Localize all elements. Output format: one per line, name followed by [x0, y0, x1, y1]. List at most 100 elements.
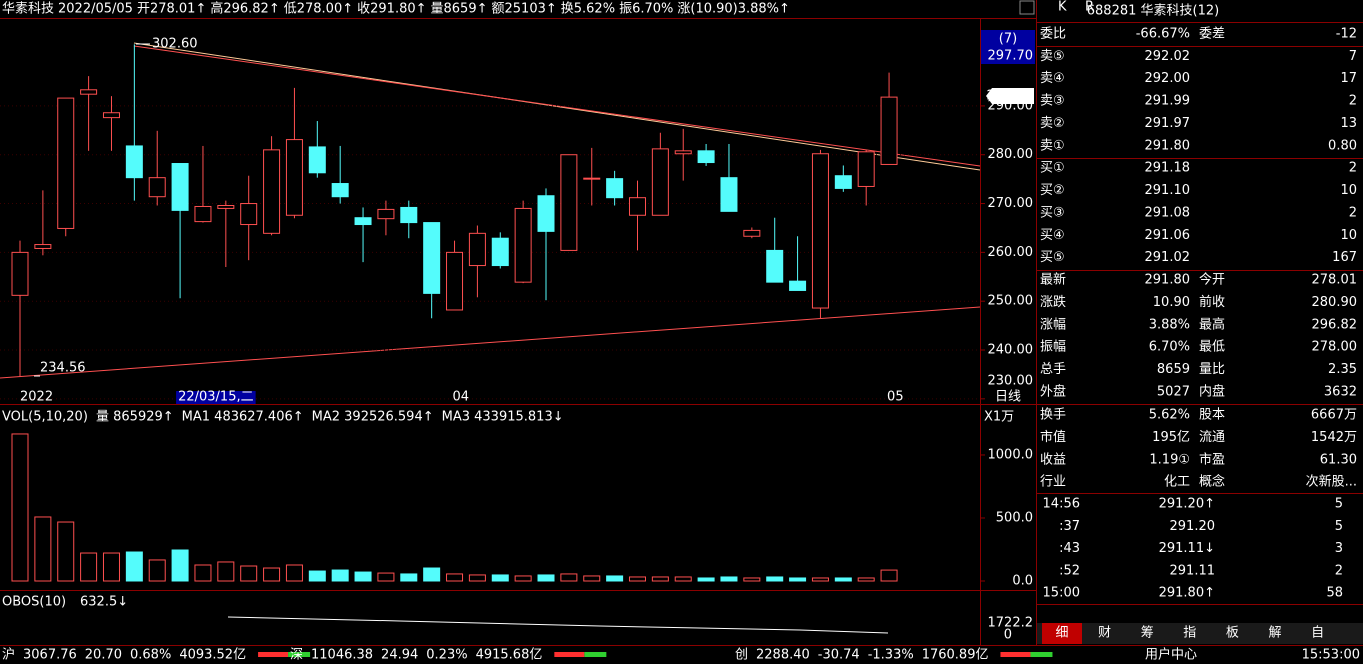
- tab[interactable]: 财: [1098, 626, 1111, 641]
- volume-bar: [606, 575, 624, 582]
- candle-body: [720, 177, 738, 212]
- volume-bar: [583, 575, 601, 582]
- candle-body: [468, 232, 486, 267]
- index-quote: 创: [735, 648, 748, 663]
- index-quote: 0.23%: [426, 648, 467, 663]
- quote-header: 振6.70%: [619, 2, 673, 17]
- quote-cell: 振幅: [1040, 340, 1066, 355]
- index-quote: 沪: [2, 647, 15, 663]
- quote-cell: 买⑤: [1040, 250, 1065, 265]
- candle-body: [217, 205, 235, 209]
- clock: 15:53:00: [1302, 648, 1360, 663]
- icon: K: [1058, 0, 1067, 15]
- quote-cell: 7: [1349, 49, 1357, 64]
- candle-body: [857, 151, 875, 187]
- quote-header: 换5.62%: [561, 2, 615, 17]
- y-tick-label: 270.00: [988, 196, 1034, 211]
- quote-header: 涨(10.90)3.88%↑: [677, 2, 790, 17]
- volume-bar: [125, 551, 143, 582]
- quote-cell: 委比: [1040, 27, 1066, 42]
- volume-bar: [697, 577, 715, 582]
- index-quote: 深: [290, 648, 303, 663]
- index-quote: 11046.38: [311, 648, 373, 663]
- trendline: [0, 306, 981, 379]
- quote-cell: 291.02: [1145, 250, 1191, 265]
- volume-bar: [377, 572, 395, 582]
- info-cell: 次新股...: [1306, 474, 1357, 490]
- quote-cell: 量比: [1199, 362, 1225, 377]
- candle-body: [263, 149, 281, 234]
- index-quote: 4915.68亿: [476, 648, 543, 663]
- cursor-box: [981, 30, 1035, 64]
- volume-bar: [331, 569, 349, 582]
- quote-cell: 买③: [1040, 205, 1065, 220]
- x-tick-label: 22/03/15,二: [178, 390, 254, 405]
- quote-cell: 291.20↑: [1159, 497, 1215, 512]
- volume-legend: MA2 392526.594↑: [312, 410, 434, 425]
- quote-header: 额25103↑: [492, 2, 557, 17]
- candle-body: [514, 207, 532, 283]
- index-quote: 4093.52亿: [179, 648, 246, 663]
- candle-body: [674, 150, 692, 155]
- candle-body: [57, 97, 75, 229]
- x-tick-label: 04: [453, 390, 470, 405]
- volume-bar: [57, 521, 75, 582]
- volume-bar: [674, 576, 692, 582]
- quote-cell: 涨跌: [1040, 294, 1066, 310]
- quote-cell: 买②: [1040, 183, 1065, 198]
- quote-cell: 卖①: [1040, 138, 1065, 153]
- volume-bar: [743, 577, 761, 582]
- tab[interactable]: 筹: [1141, 625, 1154, 641]
- quote-cell: 买①: [1040, 161, 1065, 176]
- volume-bar: [491, 574, 509, 582]
- tab[interactable]: 指: [1183, 626, 1196, 641]
- volume-bar: [560, 573, 578, 582]
- quote-cell: 292.00: [1145, 71, 1191, 86]
- annotation: 234.56: [40, 361, 86, 376]
- tab[interactable]: 细: [1055, 626, 1068, 641]
- candle-body: [651, 148, 669, 216]
- volume-bar: [34, 516, 52, 582]
- quote-cell: 17: [1340, 71, 1357, 86]
- user-center[interactable]: 用户中心: [1145, 647, 1197, 663]
- volume-bar: [834, 577, 852, 582]
- candle-body: [423, 222, 441, 294]
- volume-bar: [217, 561, 235, 582]
- quote-cell: 8659: [1157, 362, 1190, 377]
- tab[interactable]: 板: [1226, 626, 1239, 641]
- info-cell: 收益: [1040, 452, 1066, 467]
- volume-bar: [285, 564, 303, 582]
- volume-bar: [80, 552, 98, 582]
- y-tick-label: 230.00: [988, 374, 1034, 389]
- quote-cell: 291.08: [1145, 205, 1191, 220]
- tab[interactable]: 解: [1268, 626, 1281, 641]
- candle-body: [491, 237, 509, 267]
- quote-cell: 291.18: [1145, 161, 1191, 176]
- quote-header: 低278.00↑: [284, 2, 353, 17]
- volume-bar: [263, 567, 281, 582]
- quote-cell: -12: [1336, 27, 1357, 42]
- quote-cell: 167: [1332, 250, 1357, 265]
- volume-bar: [423, 567, 441, 582]
- quote-cell: 委差: [1199, 27, 1225, 42]
- volume-bar: [354, 571, 372, 582]
- quote-cell: 291.97: [1145, 116, 1191, 131]
- candle-body: [148, 177, 166, 198]
- candle-body: [880, 96, 898, 165]
- index-bar: [288, 652, 311, 657]
- y-tick-label: 1000.0: [988, 447, 1034, 462]
- volume-bar: [514, 575, 532, 582]
- window-button[interactable]: [1019, 0, 1035, 15]
- price-tag: [986, 88, 1034, 104]
- volume-bar: [766, 576, 784, 582]
- quote-header: 收291.80↑: [357, 2, 426, 17]
- candle-body: [240, 203, 258, 226]
- index-bar: [258, 652, 289, 657]
- quote-cell: 总手: [1040, 362, 1066, 377]
- quote-cell: 291.11↓: [1159, 541, 1215, 556]
- quote-cell: 13: [1340, 116, 1357, 131]
- quote-cell: 最新: [1040, 272, 1066, 288]
- tab[interactable]: 自: [1311, 626, 1324, 641]
